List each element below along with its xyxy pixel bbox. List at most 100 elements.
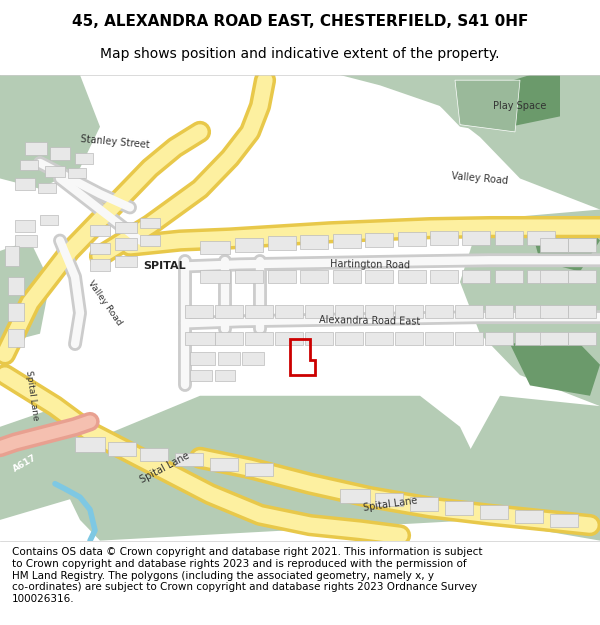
Bar xyxy=(245,305,273,318)
Text: SPITAL: SPITAL xyxy=(143,261,187,271)
Bar xyxy=(115,239,137,250)
Bar xyxy=(365,233,393,247)
Text: Hartington Road: Hartington Road xyxy=(330,259,410,270)
Bar xyxy=(140,448,168,461)
Bar xyxy=(540,269,568,283)
Bar xyxy=(25,142,47,154)
Bar xyxy=(495,231,523,245)
Text: Spital Lane: Spital Lane xyxy=(24,370,40,421)
Bar xyxy=(235,269,263,283)
Bar xyxy=(527,269,555,283)
Bar xyxy=(75,437,105,452)
Bar xyxy=(375,493,403,506)
Bar xyxy=(462,231,490,245)
Bar xyxy=(190,370,212,381)
Bar xyxy=(90,259,110,271)
Polygon shape xyxy=(460,209,600,406)
Polygon shape xyxy=(480,75,560,127)
Bar xyxy=(200,241,230,254)
Bar xyxy=(398,232,426,246)
Text: Spital Lane: Spital Lane xyxy=(139,451,191,486)
Bar xyxy=(218,352,240,365)
Bar xyxy=(15,220,35,232)
Bar xyxy=(395,305,423,318)
Bar xyxy=(50,148,70,160)
Bar xyxy=(115,256,137,268)
Bar xyxy=(495,269,523,283)
Bar xyxy=(455,305,483,318)
Bar xyxy=(185,305,213,318)
Bar xyxy=(190,352,215,365)
Bar xyxy=(8,302,24,321)
Bar xyxy=(485,305,513,318)
Text: Valley Road: Valley Road xyxy=(86,279,124,327)
Bar xyxy=(398,269,426,283)
Bar xyxy=(235,239,263,252)
Bar xyxy=(300,236,328,249)
Bar xyxy=(540,239,568,252)
Bar xyxy=(568,305,596,318)
Bar xyxy=(335,332,363,345)
Bar xyxy=(430,231,458,245)
Bar xyxy=(568,269,596,283)
Bar xyxy=(305,305,333,318)
Bar xyxy=(300,269,328,283)
Text: A617: A617 xyxy=(11,452,38,473)
Polygon shape xyxy=(0,241,50,344)
Bar xyxy=(568,239,596,252)
Bar xyxy=(333,269,361,283)
Bar xyxy=(365,269,393,283)
Polygon shape xyxy=(460,396,600,541)
Bar xyxy=(455,332,483,345)
Bar xyxy=(410,497,438,511)
Text: Contains OS data © Crown copyright and database right 2021. This information is : Contains OS data © Crown copyright and d… xyxy=(12,548,482,604)
Bar xyxy=(515,332,543,345)
Bar xyxy=(200,269,230,283)
Text: 45, ALEXANDRA ROAD EAST, CHESTERFIELD, S41 0HF: 45, ALEXANDRA ROAD EAST, CHESTERFIELD, S… xyxy=(72,14,528,29)
Bar xyxy=(115,222,137,233)
Bar xyxy=(305,332,333,345)
Polygon shape xyxy=(455,80,520,132)
Bar xyxy=(480,506,508,519)
Bar xyxy=(8,277,24,296)
Bar xyxy=(15,179,35,190)
Bar xyxy=(68,168,86,179)
Bar xyxy=(445,501,473,515)
Bar xyxy=(175,452,203,466)
Polygon shape xyxy=(60,396,480,541)
Text: Play Space: Play Space xyxy=(493,101,547,111)
Bar xyxy=(550,514,578,527)
Text: Alexandra Road East: Alexandra Road East xyxy=(319,316,421,327)
Bar xyxy=(140,217,160,228)
Bar xyxy=(108,442,136,456)
Bar xyxy=(15,236,37,247)
Polygon shape xyxy=(0,406,90,520)
Bar xyxy=(333,234,361,248)
Bar xyxy=(425,332,453,345)
Bar xyxy=(540,332,568,345)
Bar xyxy=(425,305,453,318)
Bar xyxy=(210,458,238,471)
Bar xyxy=(45,166,65,177)
Bar xyxy=(485,332,513,345)
Polygon shape xyxy=(340,75,600,209)
Text: Valley Road: Valley Road xyxy=(451,171,509,186)
Bar xyxy=(140,236,160,246)
Bar xyxy=(242,352,264,365)
Bar xyxy=(20,160,38,170)
Text: Spital Lane: Spital Lane xyxy=(362,496,418,513)
Bar xyxy=(365,305,393,318)
Bar xyxy=(75,152,93,164)
Bar xyxy=(185,332,215,345)
Bar xyxy=(430,269,458,283)
Polygon shape xyxy=(430,75,530,137)
Bar xyxy=(268,269,296,283)
Bar xyxy=(527,231,555,245)
Bar xyxy=(340,489,370,503)
Bar xyxy=(515,305,543,318)
Polygon shape xyxy=(530,220,600,272)
Bar xyxy=(245,463,273,476)
Bar xyxy=(515,509,543,523)
Bar xyxy=(268,236,296,250)
Bar xyxy=(275,305,303,318)
